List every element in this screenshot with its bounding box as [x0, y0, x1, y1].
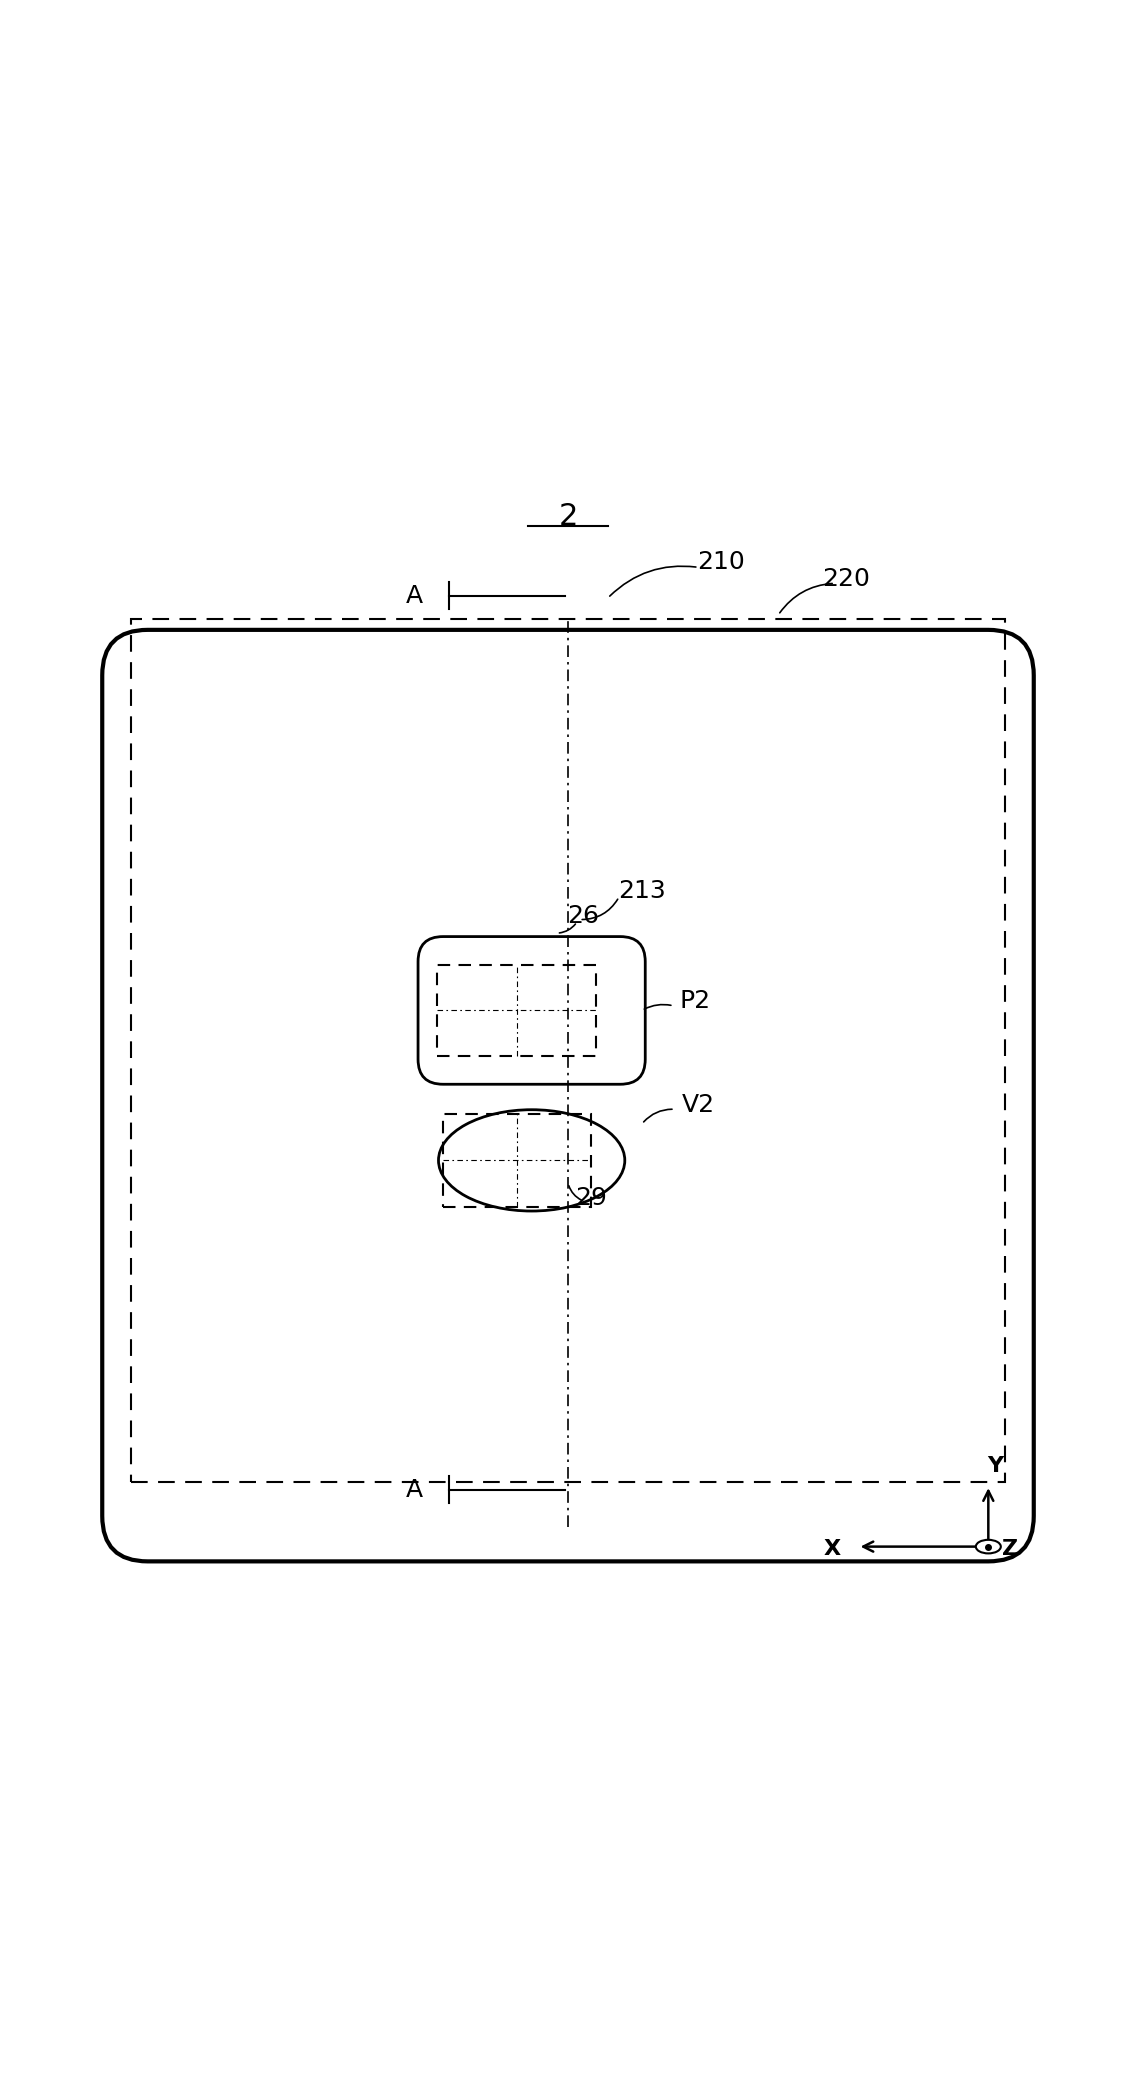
Text: Y: Y	[987, 1456, 1003, 1477]
Text: Z: Z	[1002, 1540, 1018, 1558]
Text: 2: 2	[558, 501, 578, 531]
Text: P2: P2	[679, 990, 710, 1013]
Text: 29: 29	[575, 1187, 607, 1210]
Ellipse shape	[976, 1540, 1001, 1554]
Text: X: X	[824, 1540, 841, 1558]
Text: V2: V2	[682, 1093, 715, 1118]
Text: A: A	[406, 1477, 424, 1502]
Text: 210: 210	[698, 549, 745, 574]
Bar	[131, 618, 1005, 1481]
Bar	[437, 965, 596, 1055]
Text: A: A	[406, 583, 424, 608]
Text: 220: 220	[822, 566, 870, 591]
Bar	[443, 1113, 591, 1207]
Text: 26: 26	[567, 905, 599, 928]
Text: 213: 213	[618, 879, 666, 902]
